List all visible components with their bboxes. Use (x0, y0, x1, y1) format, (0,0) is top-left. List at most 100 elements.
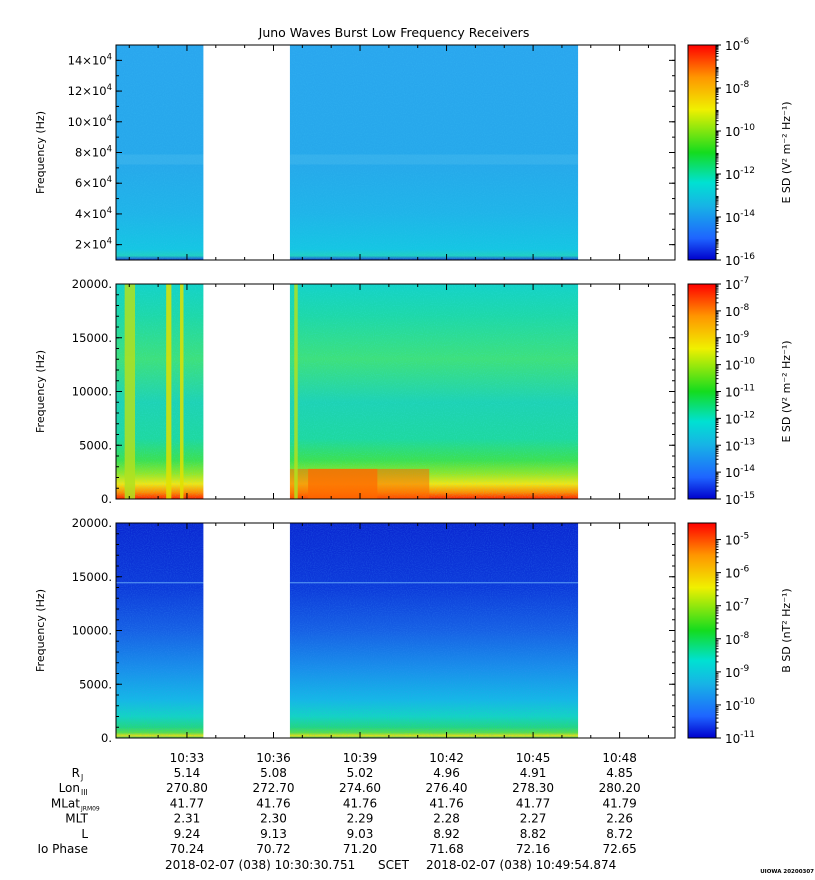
ephemeris-value: 70.72 (256, 842, 290, 856)
colorbar-tick-label: 10-8 (725, 631, 750, 647)
y-tick-label: 20000. (72, 277, 112, 291)
panel-1: 2×104 4×104 6×104 8×104 10×104 12×104 14×104 Fr… (34, 37, 793, 268)
colorbar-tick-label: 10-13 (725, 437, 755, 453)
ephemeris-value: 41.76 (343, 796, 377, 810)
time-tick-label: 10:48 (602, 751, 637, 765)
ephemeris-value: 2.26 (606, 812, 633, 826)
ephemeris-label-sub: III (81, 788, 88, 797)
ephemeris-value: 8.92 (433, 827, 460, 841)
colorbar-tick-label: 10-10 (725, 123, 755, 139)
ephemeris-value: 41.77 (170, 796, 204, 810)
ephemeris-value: 280.20 (599, 781, 641, 795)
interference-line-0 (124, 284, 136, 499)
ephemeris-label-sub: JRM09 (80, 805, 100, 812)
colorbar-tick-label: 10-8 (725, 303, 750, 319)
ephemeris-value: 5.02 (347, 766, 374, 780)
ephemeris-value: 41.76 (429, 796, 463, 810)
credit-label: UIOWA 20200307 (760, 869, 814, 875)
data-gap-0 (203, 44, 290, 261)
ephemeris-value: 8.72 (606, 827, 633, 841)
y-tick-label: 4×104 (75, 206, 112, 221)
ephemeris-label: MLT (65, 812, 88, 826)
colorbar-tick-label: 10-12 (725, 166, 755, 182)
chart-title: Juno Waves Burst Low Frequency Receivers (258, 25, 530, 40)
ephemeris-value: 71.20 (343, 842, 377, 856)
colorbar-tick-label: 10-6 (725, 37, 750, 53)
ephemeris-value: 5.14 (174, 766, 201, 780)
ephemeris-value: 2.28 (433, 812, 460, 826)
y-tick-label: 12×104 (68, 83, 112, 98)
panel-3: 0. 5000. 10000. 15000. 20000. Frequency (Hz) 1… (34, 516, 793, 746)
ephemeris-label: R (72, 766, 80, 780)
ephemeris-value: 2.31 (174, 812, 201, 826)
colorbar-tick-label: 10-12 (725, 410, 755, 426)
colorbar-tick-label: 10-14 (725, 209, 755, 225)
ephemeris-value: 9.24 (174, 827, 201, 841)
ephemeris-value: 41.76 (256, 796, 290, 810)
colorbar-tick-label: 10-7 (725, 276, 749, 292)
ephemeris-value: 70.24 (170, 842, 204, 856)
colorbar-label: E SD (V² m⁻² Hz⁻¹) (780, 101, 793, 203)
y-tick-label: 8×104 (75, 145, 112, 160)
ephemeris-value: 276.40 (426, 781, 468, 795)
colorbar-label: E SD (V² m⁻² Hz⁻¹) (780, 340, 793, 442)
y-tick-label: 15000. (72, 331, 112, 345)
colorbar-tick-label: 10-5 (725, 532, 749, 548)
colorbar-tick-label: 10-7 (725, 598, 749, 614)
ephemeris-value: 71.68 (429, 842, 463, 856)
ephemeris-value: 72.65 (602, 842, 636, 856)
y-tick-label: 0. (101, 492, 112, 506)
ephemeris-label: L (81, 827, 88, 841)
time-tick-label: 10:42 (429, 751, 464, 765)
interference-line-1 (166, 284, 172, 499)
ephemeris-value: 274.60 (339, 781, 381, 795)
ephemeris-value: 72.16 (516, 842, 550, 856)
ephemeris-value: 8.82 (520, 827, 547, 841)
time-tick-label: 10:45 (516, 751, 551, 765)
ephemeris-value: 5.08 (260, 766, 287, 780)
colorbar (687, 44, 717, 261)
ephemeris-value: 278.30 (512, 781, 554, 795)
colorbar-label: B SD (nT² Hz⁻¹) (780, 588, 793, 672)
colorbar (687, 522, 717, 739)
interference-line-2 (180, 284, 184, 499)
colorbar-tick-label: 10-10 (725, 697, 755, 713)
y-tick-label: 14×104 (68, 52, 112, 67)
emission-band (116, 154, 675, 165)
y-axis-label: Frequency (Hz) (34, 589, 47, 672)
ephemeris-value: 9.13 (260, 827, 287, 841)
ephemeris-label-sub: J (80, 773, 83, 782)
colorbar-tick-label: 10-6 (725, 565, 750, 581)
ephemeris-value: 4.96 (433, 766, 460, 780)
colorbar-tick-label: 10-15 (725, 491, 755, 507)
time-tick-label: 10:33 (170, 751, 205, 765)
ephemeris-value: 41.79 (602, 796, 636, 810)
ephemeris-label: MLat (51, 796, 80, 810)
ephemeris-value: 2.27 (520, 812, 547, 826)
y-tick-label: 5000. (79, 438, 112, 452)
ephemeris-value: 272.70 (252, 781, 294, 795)
y-tick-label: 6×104 (75, 175, 112, 190)
data-gap-0 (203, 522, 290, 739)
scet-end-label: 2018-02-07 (038) 10:49:54.874 (426, 858, 616, 872)
y-axis-label: Frequency (Hz) (34, 350, 47, 433)
y-tick-label: 20000. (72, 516, 112, 530)
emission-line (116, 582, 675, 584)
colorbar-tick-label: 10-14 (725, 464, 755, 480)
scet-label: SCET (378, 858, 410, 872)
ephemeris-value: 41.77 (516, 796, 550, 810)
ephemeris-value: 4.85 (606, 766, 633, 780)
y-tick-label: 15000. (72, 570, 112, 584)
ephemeris-label: Lon (59, 781, 80, 795)
panel-2: 0. 5000. 10000. 15000. 20000. Frequency (Hz) 1… (34, 276, 793, 507)
colorbar-tick-label: 10-11 (725, 730, 755, 746)
y-tick-label: 10000. (72, 385, 112, 399)
ephemeris-value: 270.80 (166, 781, 208, 795)
ephemeris-value: 2.30 (260, 812, 287, 826)
y-tick-label: 10×104 (68, 114, 112, 129)
colorbar-tick-label: 10-9 (725, 664, 750, 680)
y-tick-label: 0. (101, 731, 112, 745)
ephemeris-value: 2.29 (347, 812, 374, 826)
ephemeris-label: Io Phase (37, 842, 88, 856)
y-tick-label: 10000. (72, 624, 112, 638)
